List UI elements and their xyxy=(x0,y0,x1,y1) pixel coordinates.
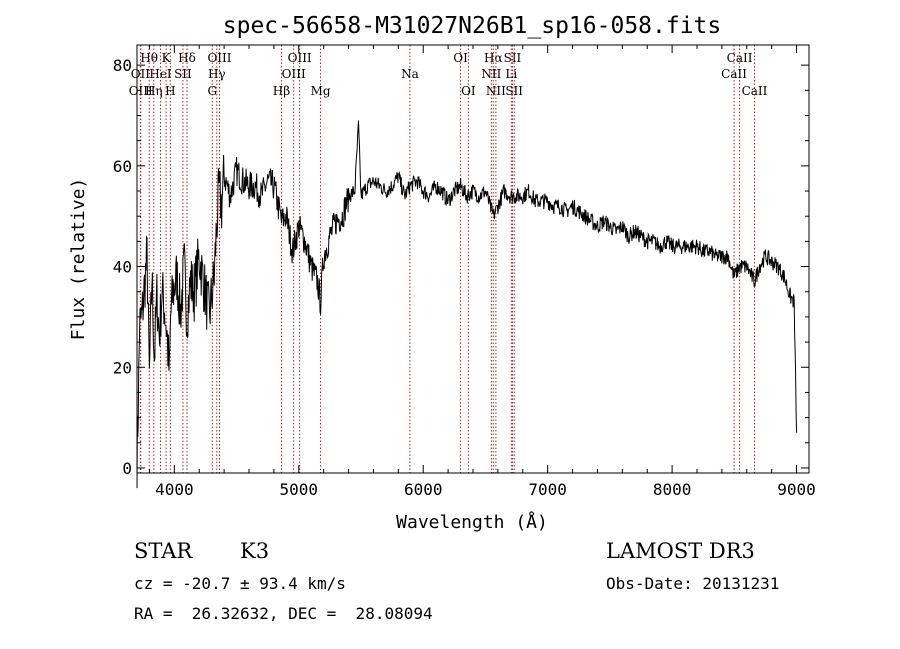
observation-date: Obs-Date: 20131231 xyxy=(606,574,780,593)
line-label-19: Hα xyxy=(484,51,503,65)
line-label-15: Mg xyxy=(311,84,331,98)
line-label-12: OIII xyxy=(288,51,312,65)
x-axis-ticks: 4000 5000 6000 7000 8000 9000 xyxy=(148,45,816,499)
x-tick-label-7000: 7000 xyxy=(528,480,567,499)
object-class: STAR xyxy=(134,539,193,563)
line-label-8: Hδ xyxy=(178,51,196,65)
line-label-24: SII xyxy=(505,84,523,98)
coordinates: RA = 26.32632, DEC = 28.08094 xyxy=(134,604,433,623)
y-tick-label-0: 0 xyxy=(122,459,132,478)
line-label-9: OIII xyxy=(207,51,231,65)
line-label-13: OIII xyxy=(282,67,306,81)
line-label-6: SII xyxy=(174,67,192,81)
x-tick-label-9000: 9000 xyxy=(777,480,816,499)
y-axis-label: Flux (relative) xyxy=(68,178,89,341)
redshift-velocity: cz = -20.7 ± 93.4 km/s xyxy=(134,574,346,593)
line-label-18: OI xyxy=(461,84,476,98)
line-label-21: NII xyxy=(486,84,506,98)
line-label-11: G xyxy=(207,84,217,98)
x-tick-label-8000: 8000 xyxy=(653,480,692,499)
line-label-4: HeI xyxy=(149,67,172,81)
line-label-5: K xyxy=(162,51,172,65)
line-label-27: CaII xyxy=(742,84,768,98)
line-label-20: NII xyxy=(481,67,501,81)
y-tick-label-80: 80 xyxy=(113,56,132,75)
line-label-23: Li xyxy=(505,67,517,81)
spectral-subclass: K3 xyxy=(240,539,270,563)
y-tick-label-40: 40 xyxy=(113,258,132,277)
line-label-3: Hη xyxy=(145,84,163,98)
line-label-10: Hγ xyxy=(208,67,226,81)
line-label-25: CaII xyxy=(727,51,753,65)
y-tick-label-20: 20 xyxy=(113,358,132,377)
spectrum-line xyxy=(136,120,798,489)
line-label-0: Hθ xyxy=(140,51,158,65)
y-axis-ticks: 0 20 40 60 80 xyxy=(113,56,809,478)
line-label-26: CaII xyxy=(721,67,747,81)
line-label-2: OIII xyxy=(129,84,153,98)
chart-title: spec-56658-M31027N26B1_sp16-058.fits xyxy=(223,13,722,39)
x-tick-label-4000: 4000 xyxy=(155,480,194,499)
line-label-14: Hβ xyxy=(273,84,290,98)
x-tick-label-6000: 6000 xyxy=(404,480,443,499)
line-label-16: Na xyxy=(401,67,419,81)
x-tick-label-5000: 5000 xyxy=(280,480,319,499)
x-axis-label: Wavelength (Å) xyxy=(396,511,548,533)
y-tick-label-60: 60 xyxy=(113,157,132,176)
survey-name: LAMOST DR3 xyxy=(606,539,755,563)
line-label-7: H xyxy=(165,84,175,98)
line-label-17: OI xyxy=(453,51,468,65)
plot-frame xyxy=(136,44,810,474)
line-label-22: SII xyxy=(504,51,522,65)
